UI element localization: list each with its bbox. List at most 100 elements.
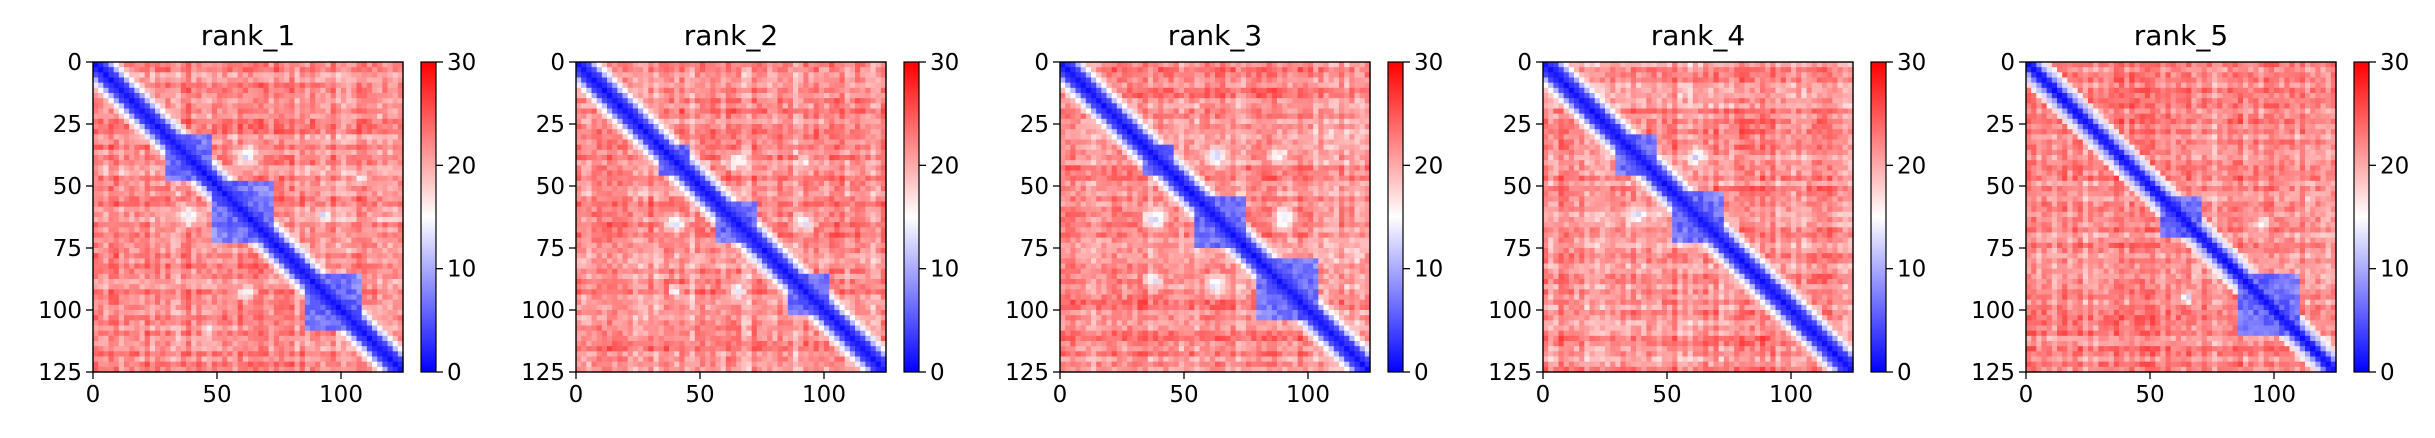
heatmap-cell: [93, 330, 99, 337]
heatmap-cell: [124, 186, 130, 192]
heatmap-cell: [170, 232, 177, 239]
heatmap-cell: [149, 77, 156, 84]
heatmap-cell: [632, 72, 639, 79]
heatmap-cell: [165, 346, 172, 352]
heatmap-cell: [103, 186, 110, 192]
heatmap-cell: [222, 206, 228, 213]
heatmap-cell: [242, 124, 249, 130]
heatmap-cell: [149, 361, 156, 368]
heatmap-cell: [341, 361, 347, 368]
heatmap-cell: [170, 160, 177, 166]
heatmap-cell: [108, 160, 115, 166]
heatmap-cell: [694, 149, 701, 156]
heatmap-cell: [346, 180, 352, 187]
heatmap-cell: [855, 170, 861, 177]
heatmap-cell: [397, 248, 404, 254]
heatmap-cell: [366, 253, 373, 259]
heatmap-cell: [237, 294, 244, 301]
heatmap-cell: [149, 289, 156, 296]
heatmap-cell: [617, 134, 624, 141]
heatmap-cell: [180, 118, 187, 125]
heatmap-cell: [736, 124, 742, 130]
heatmap-cell: [186, 315, 192, 321]
heatmap-cell: [93, 62, 99, 68]
heatmap-cell: [237, 87, 244, 94]
heatmap-cell: [232, 201, 239, 208]
heatmap-cell: [387, 144, 394, 151]
heatmap-cell: [315, 258, 321, 265]
heatmap-cell: [124, 124, 130, 130]
heatmap-cell: [258, 279, 265, 285]
heatmap-cell: [242, 304, 249, 311]
heatmap-cell: [170, 227, 177, 234]
heatmap-cell: [741, 139, 748, 146]
heatmap-cell: [387, 320, 394, 327]
heatmap-cell: [279, 289, 285, 296]
heatmap-cell: [341, 258, 347, 265]
heatmap-cell: [211, 144, 218, 151]
heatmap-cell: [720, 98, 727, 104]
heatmap-cell: [601, 144, 608, 151]
heatmap-cell: [160, 98, 166, 104]
heatmap-cell: [258, 201, 265, 208]
heatmap-cell: [273, 175, 280, 182]
heatmap-cell: [586, 72, 593, 79]
heatmap-cell: [273, 258, 280, 265]
heatmap-cell: [320, 77, 327, 84]
heatmap-cell: [108, 82, 115, 89]
heatmap-cell: [129, 217, 135, 223]
heatmap-cell: [299, 325, 306, 332]
heatmap-cell: [320, 62, 327, 68]
heatmap-cell: [232, 248, 239, 254]
heatmap-cell: [211, 263, 218, 270]
heatmap-cell: [366, 196, 373, 203]
heatmap-cell: [372, 160, 378, 166]
heatmap-cell: [627, 175, 634, 182]
heatmap-cell: [155, 196, 161, 203]
heatmap-cell: [217, 149, 223, 156]
heatmap-cell: [756, 118, 763, 125]
heatmap-cell: [351, 103, 358, 110]
heatmap-cell: [160, 62, 166, 68]
heatmap-cell: [700, 87, 706, 94]
heatmap-cell: [299, 196, 306, 203]
heatmap-cell: [315, 170, 321, 177]
heatmap-cell: [258, 98, 265, 104]
heatmap-cell: [596, 82, 603, 89]
heatmap-cell: [684, 149, 691, 156]
heatmap-cell: [793, 124, 799, 130]
heatmap-cell: [377, 232, 383, 239]
heatmap-cell: [191, 248, 197, 254]
heatmap-cell: [175, 366, 182, 373]
heatmap-cell: [397, 222, 404, 228]
heatmap-cell: [253, 211, 259, 218]
heatmap-cell: [346, 341, 352, 347]
heatmap-cell: [387, 139, 394, 146]
heatmap-cell: [834, 108, 841, 115]
heatmap-cell: [93, 155, 99, 161]
heatmap-cell: [191, 356, 197, 363]
heatmap-cell: [793, 113, 799, 120]
heatmap-cell: [155, 242, 161, 249]
heatmap-cell: [149, 253, 156, 259]
heatmap-cell: [232, 103, 239, 110]
heatmap-cell: [315, 62, 321, 68]
heatmap-cell: [237, 258, 244, 265]
heatmap-cell: [108, 165, 115, 172]
heatmap-cell: [736, 118, 742, 125]
heatmap-cell: [232, 93, 239, 99]
heatmap-cell: [304, 222, 311, 228]
heatmap-cell: [253, 175, 259, 182]
heatmap-cell: [731, 144, 737, 151]
heatmap-cell: [299, 87, 306, 94]
heatmap-cell: [263, 155, 270, 161]
heatmap-cell: [586, 124, 593, 130]
heatmap-cell: [93, 263, 99, 270]
heatmap-cell: [237, 279, 244, 285]
heatmap-cell: [237, 341, 244, 347]
heatmap-cell: [725, 108, 732, 115]
heatmap-cell: [824, 155, 830, 161]
heatmap-cell: [103, 165, 110, 172]
heatmap-cell: [382, 351, 389, 358]
heatmap-cell: [315, 222, 321, 228]
